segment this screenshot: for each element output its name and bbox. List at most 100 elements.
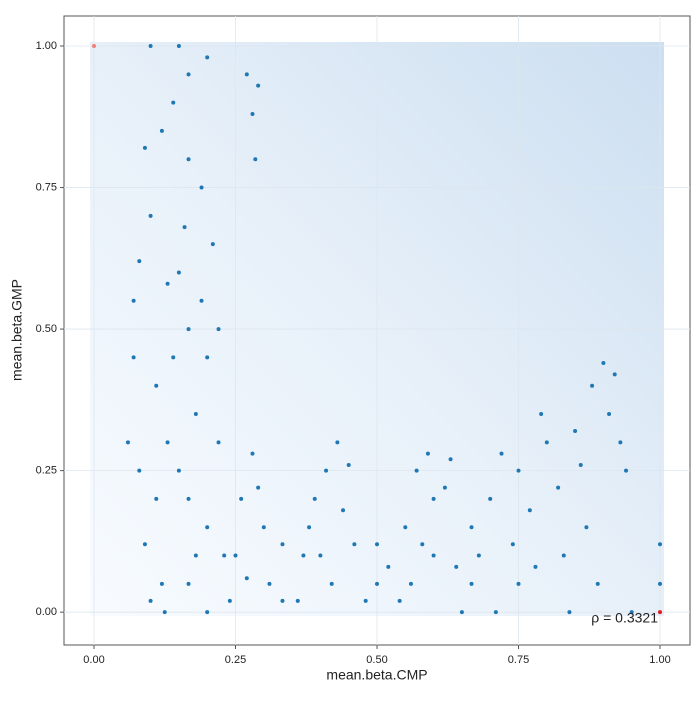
point [499,451,504,456]
point [318,553,323,558]
point [176,44,181,49]
point [165,281,170,286]
point [148,44,153,49]
point [539,412,544,417]
point [425,451,430,456]
point [658,542,663,547]
point [280,598,285,603]
point [363,598,368,603]
point [239,496,244,501]
point [142,145,147,150]
point [324,468,329,473]
point [527,508,532,513]
point [516,468,521,473]
point [312,496,317,501]
point [431,553,436,558]
point [256,83,261,88]
point [658,581,663,586]
point [186,157,191,162]
y-tick-label: 0.50 [36,323,57,335]
point [335,440,340,445]
y-axis-title: mean.beta.GMP [9,279,25,381]
point [516,581,521,586]
point [159,581,164,586]
point [137,259,142,264]
point [250,451,255,456]
annotation: ρ = 0.3321 [591,610,658,626]
point [244,72,249,77]
point [154,496,159,501]
point [186,581,191,586]
point [329,581,334,586]
point [448,457,453,462]
point [624,468,629,473]
point [91,44,96,49]
point [253,157,258,162]
point [250,111,255,116]
point [375,581,379,586]
y-tick-label: 1.00 [36,40,57,52]
point [256,485,261,490]
point [375,542,379,547]
point [618,440,623,445]
point [205,525,210,530]
point [346,462,351,467]
point [186,327,191,332]
point [493,610,498,615]
point [431,496,436,501]
point [205,610,210,615]
point [307,525,312,530]
point [227,598,232,603]
x-tick-label: 0.75 [508,654,529,666]
point [561,553,566,558]
point [414,468,419,473]
point [533,564,538,569]
point [341,508,346,513]
point [131,355,136,360]
point [590,383,595,388]
point [469,525,474,530]
x-axis-title: mean.beta.CMP [326,667,427,683]
point [205,355,210,360]
point [612,372,617,377]
point [567,610,572,615]
point [171,355,176,360]
point [403,525,408,530]
point [186,72,191,77]
point [578,462,583,467]
point [629,610,634,615]
point [222,553,227,558]
point [193,412,198,417]
point [454,564,459,569]
point [193,553,198,558]
y-tick-label: 0.00 [36,606,57,618]
x-tick-label: 0.50 [366,654,387,666]
point [267,581,272,586]
point [601,361,606,366]
point [137,468,142,473]
x-tick-label: 1.00 [649,654,670,666]
point [544,440,549,445]
y-tick-label: 0.75 [36,181,57,193]
point [216,327,221,332]
point [205,55,210,60]
point [216,440,221,445]
point [142,542,147,547]
point [199,298,204,303]
point [469,581,474,586]
point [397,598,402,603]
point [176,468,181,473]
point [159,128,164,133]
point [476,553,481,558]
point [165,440,170,445]
x-tick-label: 0.25 [225,654,246,666]
point [556,485,561,490]
point [584,525,589,530]
y-tick-label: 0.25 [36,465,57,477]
point [386,564,391,569]
point [261,525,266,530]
point [301,553,306,558]
point [658,610,663,615]
point [182,225,187,230]
